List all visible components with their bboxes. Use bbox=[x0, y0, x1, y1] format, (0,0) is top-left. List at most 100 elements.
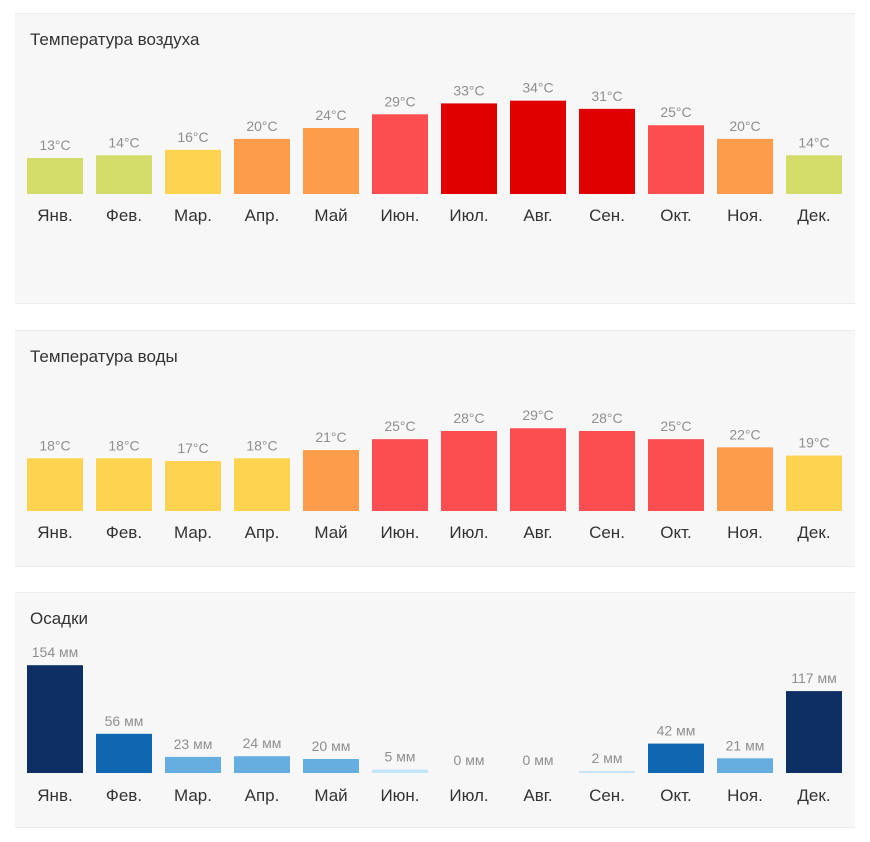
precipitation-bar-3 bbox=[234, 756, 290, 773]
precipitation-chart: 154 мм Янв. 56 мм Фев. 23 мм Мар. 24 мм Апр. 20 … bbox=[27, 644, 842, 805]
air-temp-bar-9 bbox=[648, 125, 704, 194]
water-temp-month-label-2: Мар. bbox=[174, 523, 212, 542]
air-temp-value-label-1: 14°C bbox=[108, 134, 139, 150]
air-temp-value-label-8: 31°C bbox=[591, 88, 622, 104]
water-temp-bar-1 bbox=[96, 458, 152, 511]
precipitation-value-label-8: 2 мм bbox=[592, 750, 623, 766]
water-temp-value-label-3: 18°C bbox=[246, 437, 277, 453]
precipitation-bar-4 bbox=[303, 759, 359, 773]
water-temp-bar-3 bbox=[234, 458, 290, 511]
water-temp-bar-7 bbox=[510, 428, 566, 511]
water-temp-value-label-10: 22°C bbox=[729, 426, 760, 442]
water-temp-month-label-1: Фев. bbox=[106, 523, 142, 542]
precipitation-month-label-2: Мар. bbox=[174, 786, 212, 805]
water-temp-month-label-4: Май bbox=[314, 523, 347, 542]
precipitation-bar-1 bbox=[96, 733, 152, 773]
precipitation-value-label-9: 42 мм bbox=[657, 723, 696, 739]
water-temp-month-label-9: Окт. bbox=[660, 523, 691, 542]
air-temp-value-label-11: 14°C bbox=[798, 134, 829, 150]
water-temp-bar-6 bbox=[441, 430, 497, 511]
air-temperature-panel: Температура воздуха 13°C Янв. 14°C Фев. 16°C… bbox=[15, 13, 855, 304]
air-temp-month-label-0: Янв. bbox=[37, 206, 72, 225]
air-temp-bar-2 bbox=[165, 149, 221, 194]
air-temp-value-label-6: 33°C bbox=[453, 82, 484, 98]
air-temp-bar-6 bbox=[441, 103, 497, 194]
precipitation-bar-0 bbox=[27, 665, 83, 773]
precipitation-month-label-10: Ноя. bbox=[727, 786, 763, 805]
precipitation-title: Осадки bbox=[30, 609, 89, 628]
water-temp-value-label-11: 19°C bbox=[798, 435, 829, 451]
air-temp-bar-3 bbox=[234, 138, 290, 194]
air-temp-bar-8 bbox=[579, 108, 635, 194]
precipitation-value-label-3: 24 мм bbox=[243, 735, 282, 751]
air-temp-value-label-0: 13°C bbox=[39, 137, 70, 153]
air-temp-month-label-8: Сен. bbox=[589, 206, 625, 225]
precipitation-month-label-5: Июн. bbox=[380, 786, 419, 805]
precipitation-value-label-4: 20 мм bbox=[312, 738, 351, 754]
water-temp-value-label-5: 25°C bbox=[384, 418, 415, 434]
air-temp-value-label-4: 24°C bbox=[315, 107, 346, 123]
air-temp-month-label-1: Фев. bbox=[106, 206, 142, 225]
water-temp-value-label-2: 17°C bbox=[177, 440, 208, 456]
air-temp-month-label-6: Июл. bbox=[449, 206, 488, 225]
water-temp-bar-8 bbox=[579, 430, 635, 511]
air-temp-month-label-2: Мар. bbox=[174, 206, 212, 225]
precipitation-bar-10 bbox=[717, 758, 773, 773]
precipitation-month-label-9: Окт. bbox=[660, 786, 691, 805]
air-temp-month-label-7: Авг. bbox=[523, 206, 552, 225]
water-temp-month-label-0: Янв. bbox=[37, 523, 72, 542]
air-temp-month-label-3: Апр. bbox=[245, 206, 280, 225]
air-temp-bar-5 bbox=[372, 114, 428, 194]
water-temp-bar-9 bbox=[648, 439, 704, 511]
air-temp-month-label-10: Ноя. bbox=[727, 206, 763, 225]
air-temperature-title: Температура воздуха bbox=[30, 30, 200, 49]
precipitation-bar-5 bbox=[372, 769, 428, 773]
water-temp-month-label-10: Ноя. bbox=[727, 523, 763, 542]
precipitation-month-label-11: Дек. bbox=[797, 786, 830, 805]
water-temp-value-label-0: 18°C bbox=[39, 437, 70, 453]
air-temp-bar-1 bbox=[96, 155, 152, 194]
water-temp-bar-2 bbox=[165, 461, 221, 511]
air-temp-value-label-7: 34°C bbox=[522, 80, 553, 96]
precipitation-month-label-6: Июл. bbox=[449, 786, 488, 805]
water-temp-bar-10 bbox=[717, 447, 773, 511]
air-temp-month-label-4: Май bbox=[314, 206, 347, 225]
precipitation-month-label-3: Апр. bbox=[245, 786, 280, 805]
water-temp-value-label-9: 25°C bbox=[660, 418, 691, 434]
air-temp-value-label-2: 16°C bbox=[177, 129, 208, 145]
air-temp-value-label-10: 20°C bbox=[729, 118, 760, 134]
precipitation-value-label-2: 23 мм bbox=[174, 736, 213, 752]
water-temperature-panel: Температура воды 18°C Янв. 18°C Фев. 17°C Мар… bbox=[15, 330, 855, 567]
precipitation-month-label-7: Авг. bbox=[523, 786, 552, 805]
water-temp-value-label-8: 28°C bbox=[591, 410, 622, 426]
water-temp-value-label-7: 29°C bbox=[522, 407, 553, 423]
precipitation-month-label-1: Фев. bbox=[106, 786, 142, 805]
precipitation-bar-11 bbox=[786, 691, 842, 773]
water-temp-value-label-6: 28°C bbox=[453, 410, 484, 426]
water-temp-month-label-5: Июн. bbox=[380, 523, 419, 542]
water-temp-month-label-7: Авг. bbox=[523, 523, 552, 542]
air-temp-bar-11 bbox=[786, 155, 842, 194]
water-temp-value-label-1: 18°C bbox=[108, 437, 139, 453]
precipitation-bar-9 bbox=[648, 743, 704, 773]
water-temp-bar-5 bbox=[372, 439, 428, 511]
water-temp-month-label-8: Сен. bbox=[589, 523, 625, 542]
water-temp-bar-0 bbox=[27, 458, 83, 511]
water-temperature-chart: 18°C Янв. 18°C Фев. 17°C Мар. 18°C Апр. 21°C Май 2… bbox=[27, 407, 842, 542]
air-temp-value-label-9: 25°C bbox=[660, 104, 691, 120]
air-temp-bar-7 bbox=[510, 100, 566, 194]
precipitation-bar-2 bbox=[165, 756, 221, 773]
water-temperature-title: Температура воды bbox=[30, 347, 178, 366]
precipitation-value-label-6: 0 мм bbox=[454, 752, 485, 768]
precipitation-value-label-1: 56 мм bbox=[105, 713, 144, 729]
water-temp-bar-4 bbox=[303, 450, 359, 511]
precipitation-value-label-0: 154 мм bbox=[32, 644, 79, 660]
air-temp-month-label-5: Июн. bbox=[380, 206, 419, 225]
precipitation-month-label-0: Янв. bbox=[37, 786, 72, 805]
precipitation-bar-8 bbox=[579, 771, 635, 773]
air-temp-value-label-5: 29°C bbox=[384, 93, 415, 109]
precipitation-value-label-10: 21 мм bbox=[726, 737, 765, 753]
air-temp-month-label-11: Дек. bbox=[797, 206, 830, 225]
precipitation-value-label-7: 0 мм bbox=[523, 752, 554, 768]
air-temp-bar-0 bbox=[27, 158, 83, 194]
